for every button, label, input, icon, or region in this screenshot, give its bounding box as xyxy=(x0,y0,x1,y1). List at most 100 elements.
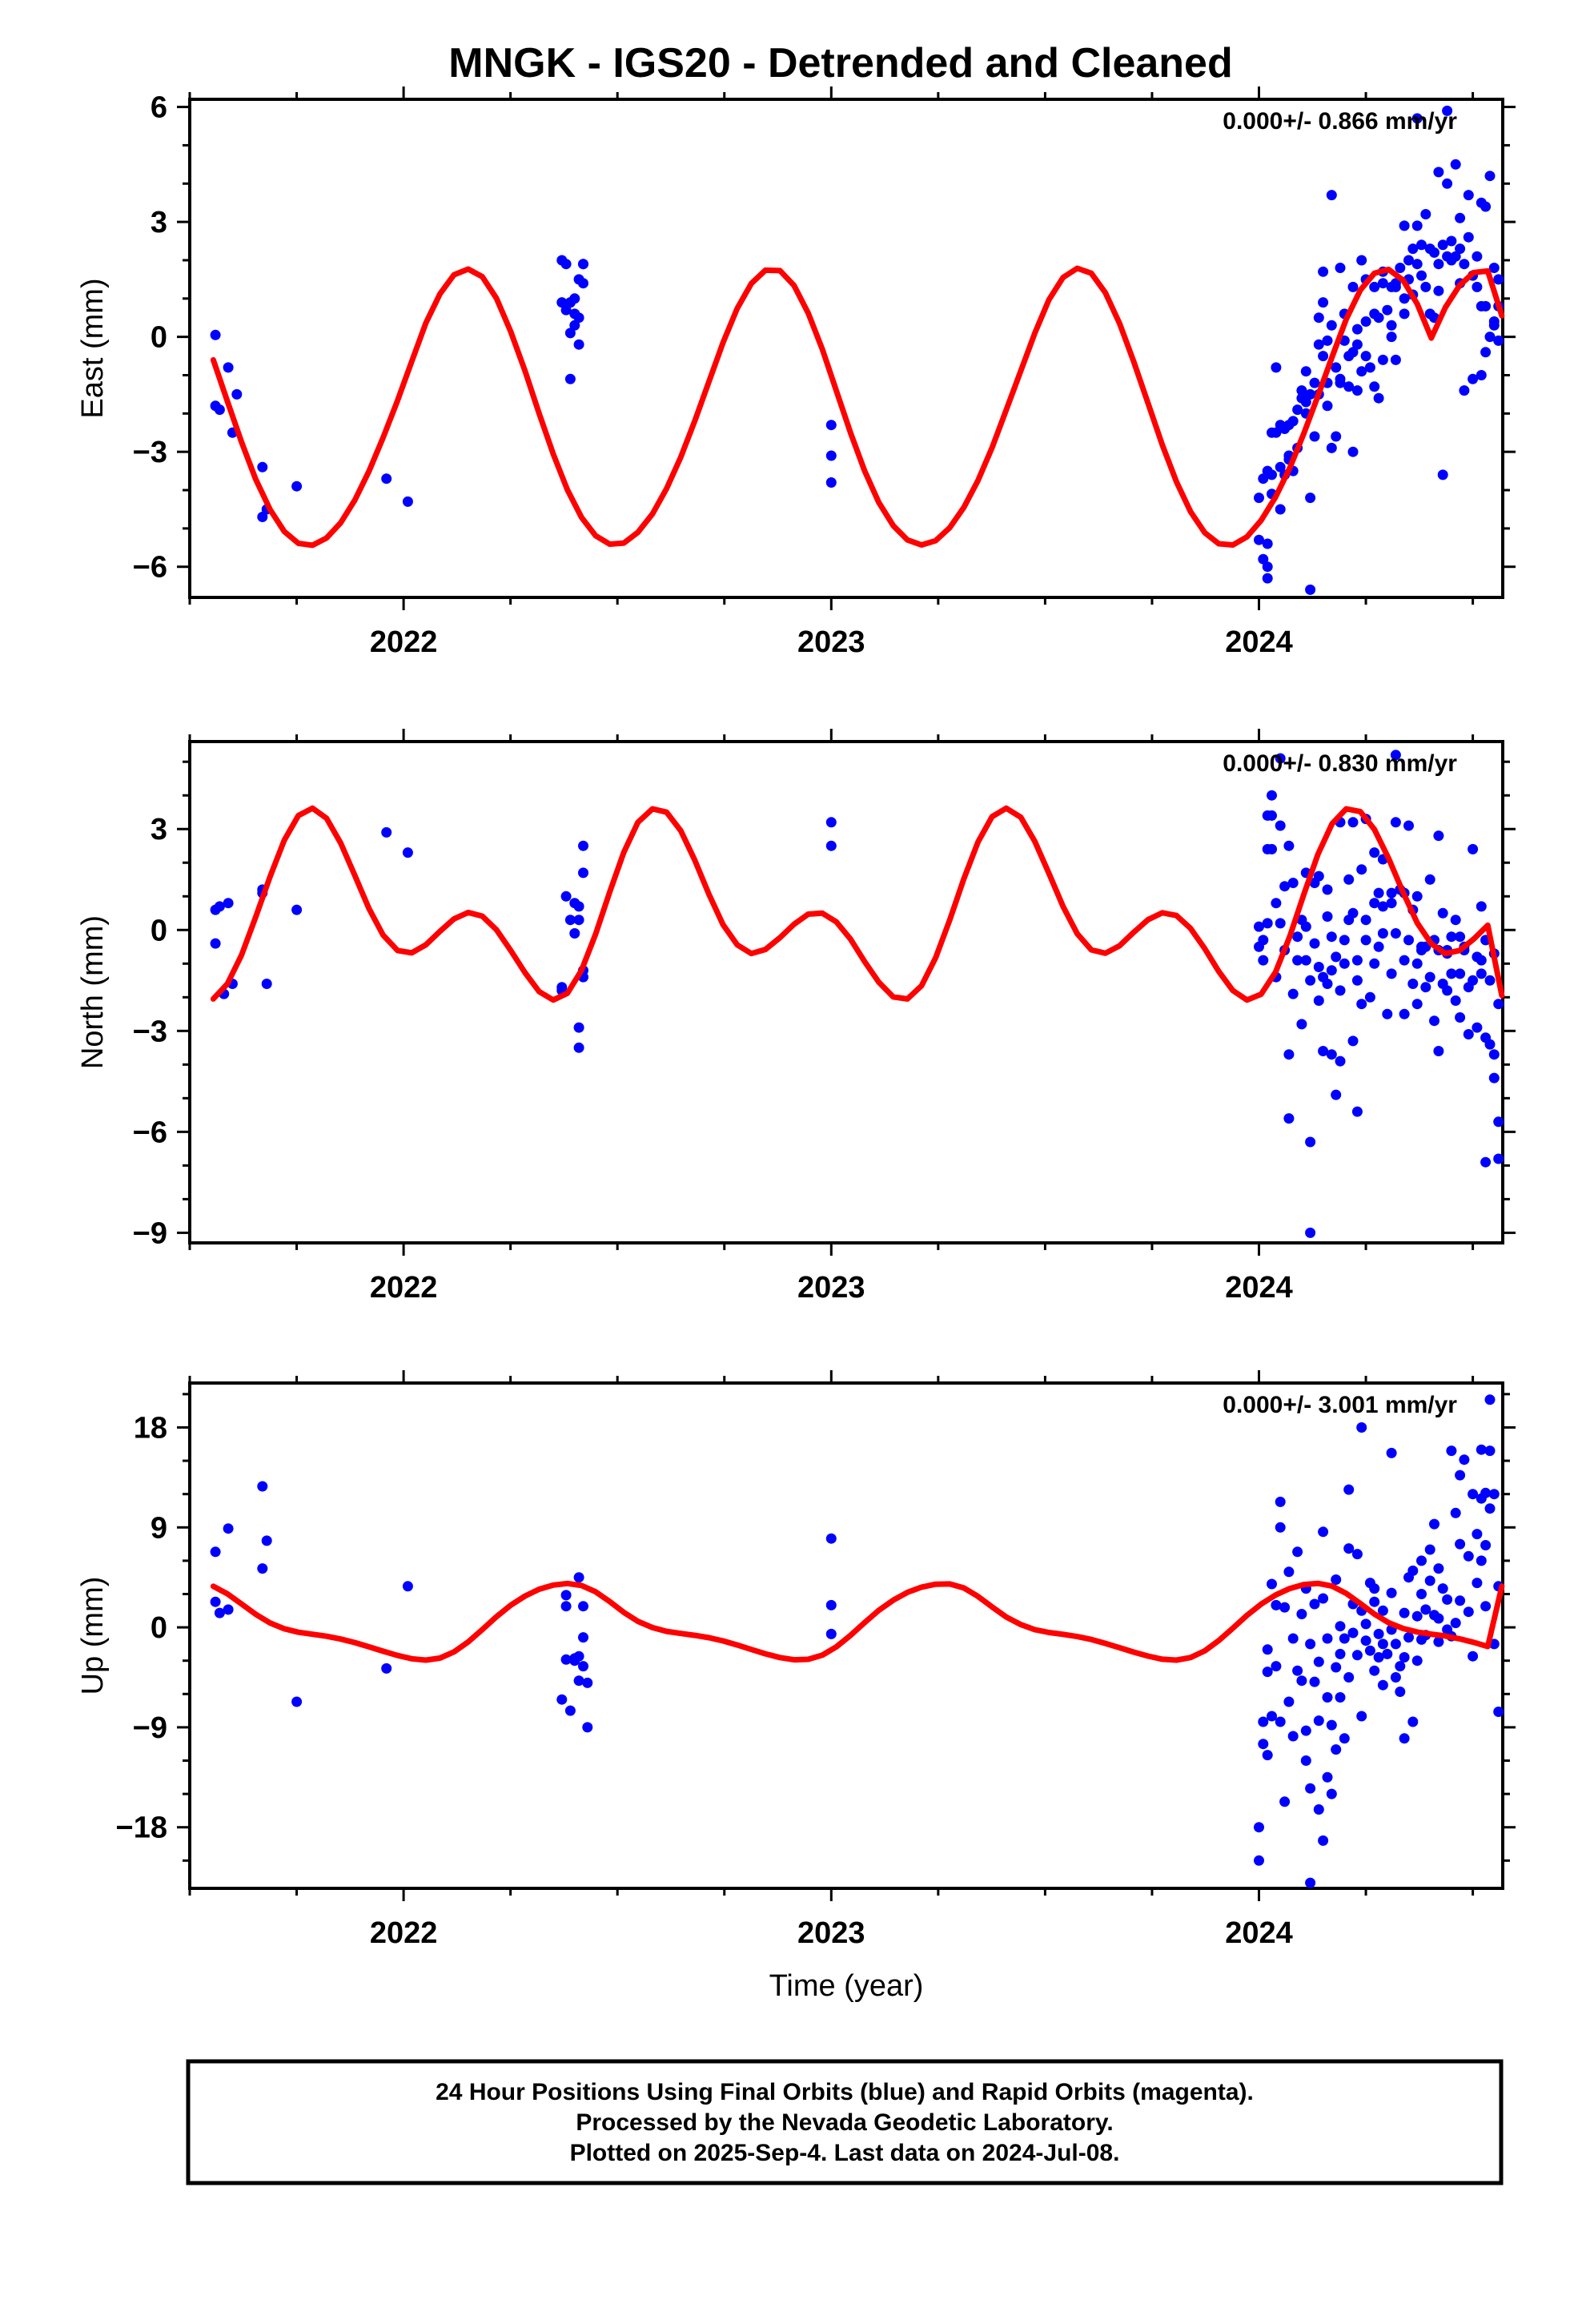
up-x-tick-label: 2024 xyxy=(1225,1916,1293,1950)
up-data-point xyxy=(1382,1648,1393,1659)
up-data-point xyxy=(1309,1676,1320,1687)
up-data-point xyxy=(1433,1636,1444,1647)
north-y-tick-label: −3 xyxy=(133,1015,167,1048)
north-data-point xyxy=(1429,1015,1439,1027)
north-data-point xyxy=(1326,931,1337,943)
east-data-point xyxy=(1275,504,1286,515)
up-data-point xyxy=(1331,1574,1342,1585)
east-data-point xyxy=(1403,255,1414,266)
east-data-point xyxy=(1433,167,1444,178)
up-data-point xyxy=(1373,1628,1384,1639)
up-data-point xyxy=(1305,1877,1316,1888)
north-data-point xyxy=(1262,918,1273,929)
east-data-point xyxy=(1356,255,1367,266)
up-data-point xyxy=(1267,1578,1277,1590)
east-data-point xyxy=(381,473,392,485)
north-data-point xyxy=(1351,975,1363,986)
up-data-point xyxy=(1343,1672,1355,1683)
up-data-point xyxy=(1446,1445,1457,1457)
north-data-point xyxy=(381,826,392,838)
up-data-point xyxy=(1300,1725,1311,1736)
north-data-point xyxy=(1360,915,1371,926)
east-data-point xyxy=(578,259,588,270)
east-x-tick-label: 2024 xyxy=(1225,625,1293,659)
north-data-point xyxy=(825,840,837,851)
east-data-point xyxy=(1386,320,1397,331)
north-data-point xyxy=(1420,982,1431,993)
east-y-tick-label: 6 xyxy=(151,91,167,125)
up-data-point xyxy=(578,1661,588,1672)
north-data-point xyxy=(1407,979,1419,989)
east-data-point xyxy=(1463,231,1474,243)
north-data-point xyxy=(578,867,588,879)
footer-line-2: Processed by the Nevada Geodetic Laborat… xyxy=(576,2109,1113,2136)
up-data-point xyxy=(223,1604,234,1615)
north-data-point xyxy=(1450,995,1461,1006)
footer-box: 24 Hour Positions Using Final Orbits (bl… xyxy=(186,2059,1504,2185)
up-data-point xyxy=(1351,1549,1363,1560)
up-data-point xyxy=(1271,1599,1282,1610)
up-data-point xyxy=(1403,1632,1414,1643)
up-data-point xyxy=(1463,1606,1474,1618)
up-data-point xyxy=(1313,1656,1324,1667)
north-data-point xyxy=(1339,935,1350,946)
north-data-point xyxy=(1488,1072,1500,1084)
up-data-point xyxy=(1480,1540,1492,1550)
up-data-point xyxy=(564,1705,576,1716)
up-data-point xyxy=(1262,1644,1273,1655)
north-data-point xyxy=(1313,962,1324,972)
up-data-point xyxy=(578,1632,588,1643)
east-data-point xyxy=(1442,105,1453,116)
east-data-point xyxy=(578,278,588,289)
east-data-point xyxy=(1258,553,1269,565)
up-data-point xyxy=(1258,1739,1269,1750)
east-data-point xyxy=(1390,278,1401,289)
north-data-point xyxy=(1343,874,1355,885)
up-x-tick-label: 2023 xyxy=(797,1916,865,1950)
up-data-point xyxy=(556,1694,568,1705)
up-data-point xyxy=(1399,1607,1410,1618)
up-data-point xyxy=(1300,1755,1311,1766)
east-data-point xyxy=(556,297,568,308)
east-data-point xyxy=(1476,370,1487,380)
north-data-point xyxy=(1390,928,1401,939)
north-data-point xyxy=(1322,979,1333,989)
up-data-point xyxy=(1326,1719,1337,1731)
up-data-point xyxy=(1335,1648,1346,1659)
north-data-point xyxy=(1258,955,1269,966)
up-data-point xyxy=(1279,1602,1291,1613)
east-data-point xyxy=(1416,270,1427,281)
north-data-point xyxy=(556,982,568,993)
east-data-point xyxy=(1356,366,1367,377)
up-data-point xyxy=(1395,1687,1406,1697)
up-x-axis-title: Time (year) xyxy=(769,1969,924,2003)
up-data-point xyxy=(1450,1507,1461,1518)
east-data-point xyxy=(560,259,572,270)
east-data-point xyxy=(1455,212,1466,223)
north-data-point xyxy=(1267,810,1277,821)
up-data-point xyxy=(1275,1496,1286,1507)
up-data-point xyxy=(1364,1645,1375,1656)
up-data-point xyxy=(560,1601,572,1612)
east-data-point xyxy=(1322,335,1333,346)
up-data-point xyxy=(1318,1593,1329,1604)
up-data-point xyxy=(1442,1594,1453,1605)
north-data-point xyxy=(1493,1153,1504,1164)
up-data-point xyxy=(1267,1711,1277,1722)
north-data-point xyxy=(1463,1029,1474,1039)
east-data-point xyxy=(1351,339,1363,350)
up-data-point xyxy=(1411,1610,1423,1622)
north-data-point xyxy=(1382,1008,1393,1019)
footer-line-3: Plotted on 2025-Sep-4. Last data on 2024… xyxy=(570,2140,1120,2166)
north-data-point xyxy=(1300,955,1311,966)
east-data-point xyxy=(1377,278,1388,289)
east-data-point xyxy=(1326,190,1337,201)
east-data-point xyxy=(1429,247,1439,258)
north-data-point xyxy=(1271,898,1282,909)
east-data-point xyxy=(569,320,580,331)
north-data-point xyxy=(1318,1046,1329,1056)
east-data-point xyxy=(1411,220,1423,231)
east-data-point xyxy=(825,477,837,488)
north-model-curve xyxy=(210,805,1505,1003)
up-data-point xyxy=(1292,1546,1303,1558)
